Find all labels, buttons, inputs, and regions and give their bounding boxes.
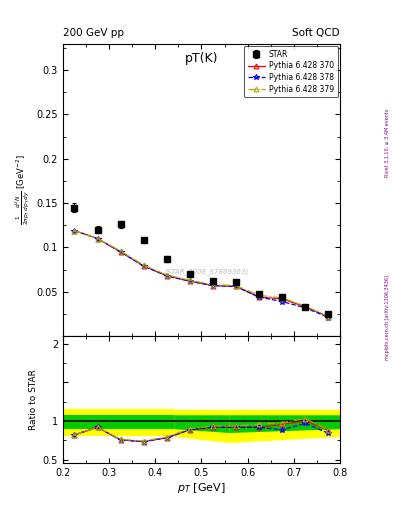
Pythia 6.428 370 bbox=[234, 284, 239, 290]
Pythia 6.428 370 bbox=[141, 263, 146, 269]
Pythia 6.428 378 bbox=[72, 227, 77, 233]
Pythia 6.428 370 bbox=[280, 296, 285, 302]
Pythia 6.428 378 bbox=[234, 284, 239, 290]
Pythia 6.428 370 bbox=[303, 304, 308, 310]
Text: 200 GeV pp: 200 GeV pp bbox=[63, 28, 124, 38]
Pythia 6.428 370 bbox=[95, 236, 100, 242]
Line: Pythia 6.428 379: Pythia 6.428 379 bbox=[72, 228, 331, 319]
Pythia 6.428 379 bbox=[303, 303, 308, 309]
Pythia 6.428 379 bbox=[95, 236, 100, 242]
Text: Rivet 3.1.10, ≥ 3.4M events: Rivet 3.1.10, ≥ 3.4M events bbox=[385, 109, 390, 178]
Pythia 6.428 370 bbox=[164, 273, 169, 279]
Pythia 6.428 379 bbox=[118, 248, 123, 254]
Pythia 6.428 379 bbox=[234, 283, 239, 289]
Text: mcplots.cern.ch [arXiv:1306.3436]: mcplots.cern.ch [arXiv:1306.3436] bbox=[385, 275, 390, 360]
Pythia 6.428 378 bbox=[257, 294, 261, 300]
Pythia 6.428 378 bbox=[164, 273, 169, 279]
Pythia 6.428 379 bbox=[257, 292, 261, 298]
Pythia 6.428 370 bbox=[187, 278, 192, 284]
Y-axis label: Ratio to STAR: Ratio to STAR bbox=[29, 369, 39, 430]
Line: Pythia 6.428 378: Pythia 6.428 378 bbox=[72, 228, 331, 321]
Pythia 6.428 370 bbox=[72, 227, 77, 233]
Pythia 6.428 378 bbox=[211, 283, 215, 289]
Pythia 6.428 379 bbox=[280, 295, 285, 301]
Pythia 6.428 370 bbox=[326, 313, 331, 319]
Pythia 6.428 370 bbox=[211, 283, 215, 289]
Pythia 6.428 379 bbox=[164, 272, 169, 278]
Pythia 6.428 378 bbox=[280, 298, 285, 305]
Pythia 6.428 378 bbox=[141, 263, 146, 269]
Pythia 6.428 379 bbox=[141, 262, 146, 268]
Line: Pythia 6.428 370: Pythia 6.428 370 bbox=[72, 228, 331, 319]
Pythia 6.428 378 bbox=[187, 278, 192, 284]
Pythia 6.428 379 bbox=[211, 282, 215, 288]
Y-axis label: $\frac{1}{2\pi p_T}\frac{d^2N}{dp_T\,dy}$ $[\mathrm{GeV}^{-2}]$: $\frac{1}{2\pi p_T}\frac{d^2N}{dp_T\,dy}… bbox=[14, 155, 32, 225]
Pythia 6.428 379 bbox=[326, 313, 331, 319]
Text: pT(K): pT(K) bbox=[185, 52, 218, 66]
X-axis label: $p_T$ [GeV]: $p_T$ [GeV] bbox=[177, 481, 226, 495]
Pythia 6.428 378 bbox=[326, 314, 331, 321]
Pythia 6.428 370 bbox=[118, 249, 123, 255]
Pythia 6.428 378 bbox=[303, 305, 308, 311]
Pythia 6.428 379 bbox=[72, 227, 77, 233]
Pythia 6.428 378 bbox=[95, 236, 100, 242]
Pythia 6.428 379 bbox=[187, 277, 192, 283]
Text: Soft QCD: Soft QCD bbox=[292, 28, 340, 38]
Pythia 6.428 378 bbox=[118, 249, 123, 255]
Legend: STAR, Pythia 6.428 370, Pythia 6.428 378, Pythia 6.428 379: STAR, Pythia 6.428 370, Pythia 6.428 378… bbox=[244, 46, 338, 97]
Text: (STAR_2008_S7869363): (STAR_2008_S7869363) bbox=[165, 268, 249, 275]
Pythia 6.428 370 bbox=[257, 294, 261, 300]
